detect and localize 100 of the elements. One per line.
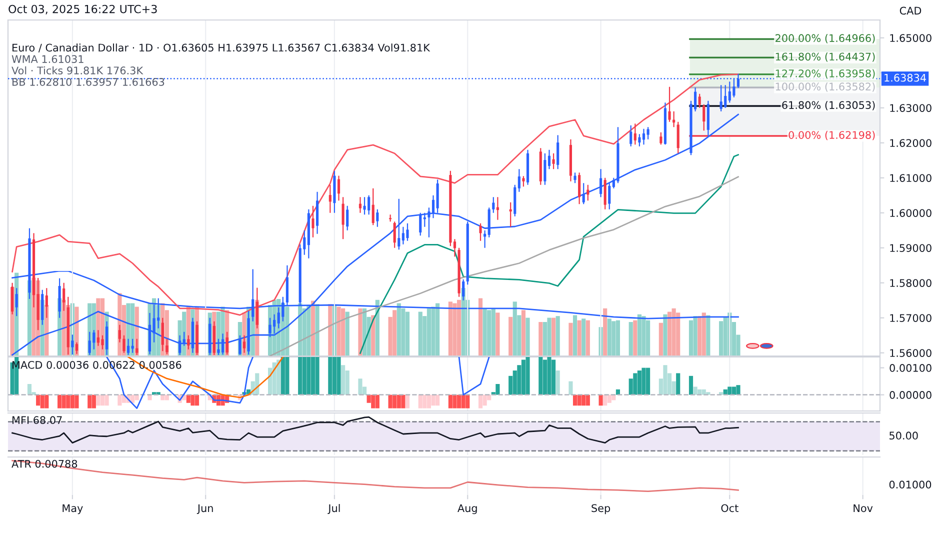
bar [586, 320, 590, 356]
bar [723, 316, 728, 356]
annotation: WMA 1.61031 [12, 55, 84, 64]
bar [345, 312, 350, 356]
bar [392, 394, 397, 408]
bar [332, 357, 337, 395]
bar [577, 320, 582, 356]
candlestick [646, 126, 650, 140]
bar [396, 394, 401, 408]
candlestick [372, 188, 374, 226]
x-tick-label: Oct [721, 504, 738, 512]
candlestick [389, 214, 392, 222]
bar [482, 308, 487, 356]
bar [66, 394, 70, 408]
bar [598, 394, 603, 406]
bar [74, 394, 79, 408]
bar [568, 322, 573, 356]
bar [431, 394, 436, 406]
bar [672, 308, 676, 356]
candlestick [462, 278, 465, 301]
bar [663, 365, 668, 395]
bar [496, 312, 500, 356]
x-tick-label: Jul [328, 504, 340, 514]
bar [341, 365, 346, 395]
chart-title: ATR 0.00788 [12, 460, 78, 468]
y-tick-label: 0.00100 [890, 364, 932, 372]
ref-line-label: 161.80% (1.64437) [776, 52, 875, 62]
bar [706, 315, 710, 356]
candlestick [393, 221, 396, 248]
bar [642, 316, 646, 356]
ref-line-label: 0.00% (1.62198) [788, 130, 875, 140]
candlestick [328, 184, 332, 214]
ref-line-label: 200.00% (1.64966) [776, 34, 875, 44]
candlestick [358, 196, 362, 214]
bar [92, 394, 96, 408]
candlestick [660, 132, 662, 146]
bar [392, 310, 397, 356]
bar [698, 316, 702, 356]
y-tick-label: 1.61000 [890, 174, 932, 182]
bar [487, 310, 492, 356]
x-tick-label: May [62, 504, 83, 514]
bar [371, 394, 376, 408]
candlestick [518, 168, 520, 192]
bar [663, 314, 668, 356]
bar [658, 322, 663, 356]
bar [521, 360, 526, 395]
y-tick-label: 1.60000 [890, 209, 932, 217]
candlestick [724, 84, 727, 108]
y-tick-label: 1.65000 [890, 34, 932, 42]
candlestick [312, 205, 314, 238]
bar [276, 360, 281, 395]
bar [58, 394, 62, 408]
bar [478, 394, 483, 408]
bar [719, 321, 724, 356]
bar [285, 357, 290, 395]
bar [62, 394, 66, 408]
ref-line-label: 1.63834 [884, 74, 926, 82]
candlestick [578, 172, 581, 205]
bar [27, 384, 32, 395]
bar [568, 381, 573, 395]
bar [667, 312, 672, 356]
bar [36, 394, 40, 406]
candlestick [337, 175, 340, 202]
candlestick [582, 182, 585, 205]
candlestick [342, 196, 344, 240]
bar [582, 394, 586, 406]
bar [491, 308, 496, 356]
bar [401, 394, 406, 408]
line-series [12, 74, 739, 316]
bar [418, 312, 422, 356]
ref-line-label: 61.80% (1.63053) [782, 100, 875, 110]
candlestick [668, 86, 671, 122]
y-tick-label: 1.57000 [890, 314, 932, 322]
candlestick [642, 128, 646, 146]
y-tick-label: 1.58000 [890, 279, 932, 287]
candlestick [634, 123, 636, 146]
bar [405, 312, 410, 356]
bar [194, 394, 200, 406]
bar [426, 394, 432, 408]
bar [526, 357, 530, 395]
bar [496, 384, 500, 395]
bar [633, 320, 638, 356]
bar [40, 394, 44, 408]
bar [616, 320, 620, 356]
bar [104, 394, 109, 406]
bar [482, 394, 487, 406]
candlestick [363, 196, 366, 216]
bar [551, 318, 556, 356]
bar [96, 394, 100, 406]
candlestick [608, 182, 611, 210]
annotation: BB 1.62810 1.63957 1.61663 [12, 78, 164, 86]
candlestick [118, 324, 121, 343]
bar [422, 394, 427, 408]
bar [302, 357, 306, 395]
annotation: Vol · Ticks 91.81K 176.3K [12, 66, 144, 74]
bar [538, 357, 543, 395]
bar [572, 394, 578, 406]
candlestick [187, 334, 190, 350]
text: 0.01000 [889, 480, 932, 489]
bar [396, 303, 401, 356]
